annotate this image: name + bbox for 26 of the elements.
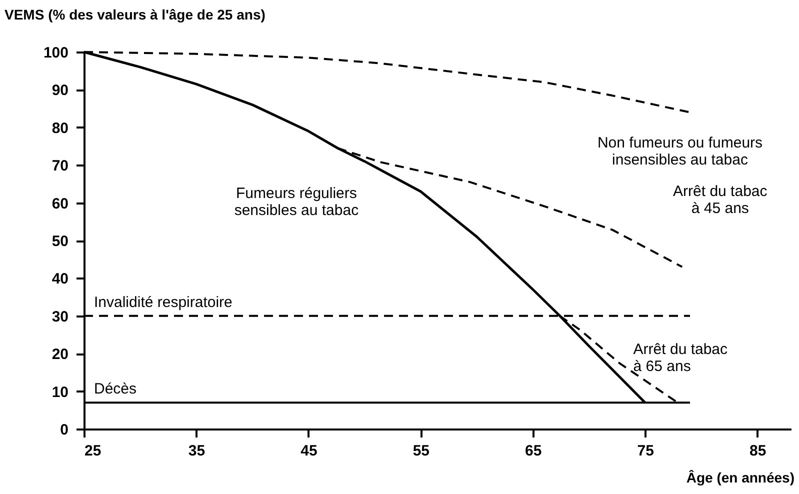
y-tick-label: 40 xyxy=(52,270,68,288)
text: Arrêt du tabac à 45 ans xyxy=(673,182,768,217)
x-tick-label: 35 xyxy=(188,442,206,460)
series-label: Fumeurs réguliers sensibles au tabac xyxy=(234,185,360,220)
x-tick-label: 85 xyxy=(749,442,766,460)
x-tick-label: 25 xyxy=(84,442,102,460)
y-tick-label: 10 xyxy=(52,384,68,401)
x-axis-title: Âge (en années) xyxy=(686,470,794,486)
y-tick-label: 60 xyxy=(52,195,68,212)
y-tick-label: 30 xyxy=(52,308,68,326)
y-tick-label: 50 xyxy=(52,233,68,250)
text: Non fumeurs ou fumeurs insensibles au tabac xyxy=(597,134,763,168)
x-tick-label: 55 xyxy=(412,442,430,460)
series-label: Arrêt du tabac à 65 ans xyxy=(633,341,728,376)
ref-line-label: Décès xyxy=(94,380,137,398)
y-tick-label: 90 xyxy=(52,82,68,100)
ref-line-label: Invalidité respiratoire xyxy=(94,294,232,311)
x-tick-label: 45 xyxy=(300,442,318,460)
y-tick-label: 80 xyxy=(52,120,68,137)
y-tick-label: 20 xyxy=(52,346,68,364)
y-tick-label: 0 xyxy=(60,422,68,438)
y-axis-title: VEMS (% des valeurs à l'âge de 25 ans) xyxy=(4,6,266,22)
x-tick-label: 65 xyxy=(525,442,542,460)
x-tick-label: 75 xyxy=(637,442,654,460)
y-tick-label: 100 xyxy=(43,44,68,62)
y-tick-label: 70 xyxy=(52,158,68,175)
